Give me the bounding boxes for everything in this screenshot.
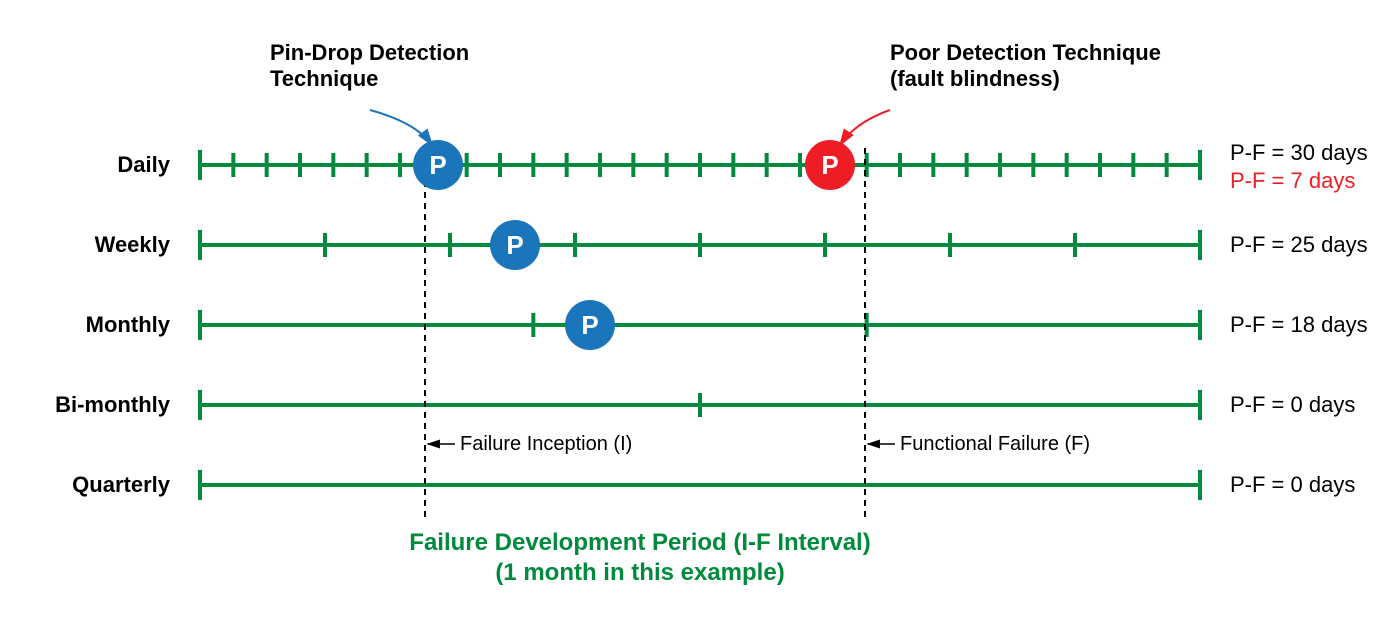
caption: Failure Development Period (I-F Interval… bbox=[409, 529, 870, 556]
annotation-pin-drop: Pin-Drop Detection bbox=[270, 40, 469, 65]
p-marker: P bbox=[805, 140, 855, 190]
p-marker: P bbox=[565, 300, 615, 350]
row-label: Monthly bbox=[86, 312, 171, 337]
annotation-arrow bbox=[370, 110, 432, 145]
row-label: Quarterly bbox=[72, 472, 171, 497]
svg-text:P: P bbox=[429, 150, 446, 180]
annotation-arrow bbox=[840, 110, 890, 145]
svg-text:P: P bbox=[506, 230, 523, 260]
p-marker: P bbox=[490, 220, 540, 270]
row-label: Weekly bbox=[95, 232, 171, 257]
pf-value: P-F = 0 days bbox=[1230, 472, 1355, 497]
annotation-poor-detection: Poor Detection Technique bbox=[890, 40, 1161, 65]
annotation-inception: Failure Inception (I) bbox=[460, 433, 632, 455]
pf-value: P-F = 30 days bbox=[1230, 140, 1368, 165]
caption: (1 month in this example) bbox=[495, 559, 784, 586]
svg-text:P: P bbox=[821, 150, 838, 180]
row-label: Daily bbox=[117, 152, 170, 177]
p-marker: P bbox=[413, 140, 463, 190]
annotation-functional: Functional Failure (F) bbox=[900, 433, 1090, 455]
pf-value: P-F = 0 days bbox=[1230, 392, 1355, 417]
annotation-pin-drop: Technique bbox=[270, 66, 378, 91]
row-label: Bi-monthly bbox=[55, 392, 171, 417]
pf-value: P-F = 7 days bbox=[1230, 168, 1355, 193]
annotation-poor-detection: (fault blindness) bbox=[890, 66, 1060, 91]
pf-interval-diagram: Daily P-F = 30 days P-F = 7 days Weekly P-F … bbox=[20, 20, 1380, 621]
pf-value: P-F = 25 days bbox=[1230, 232, 1368, 257]
svg-text:P: P bbox=[581, 310, 598, 340]
pf-value: P-F = 18 days bbox=[1230, 312, 1368, 337]
